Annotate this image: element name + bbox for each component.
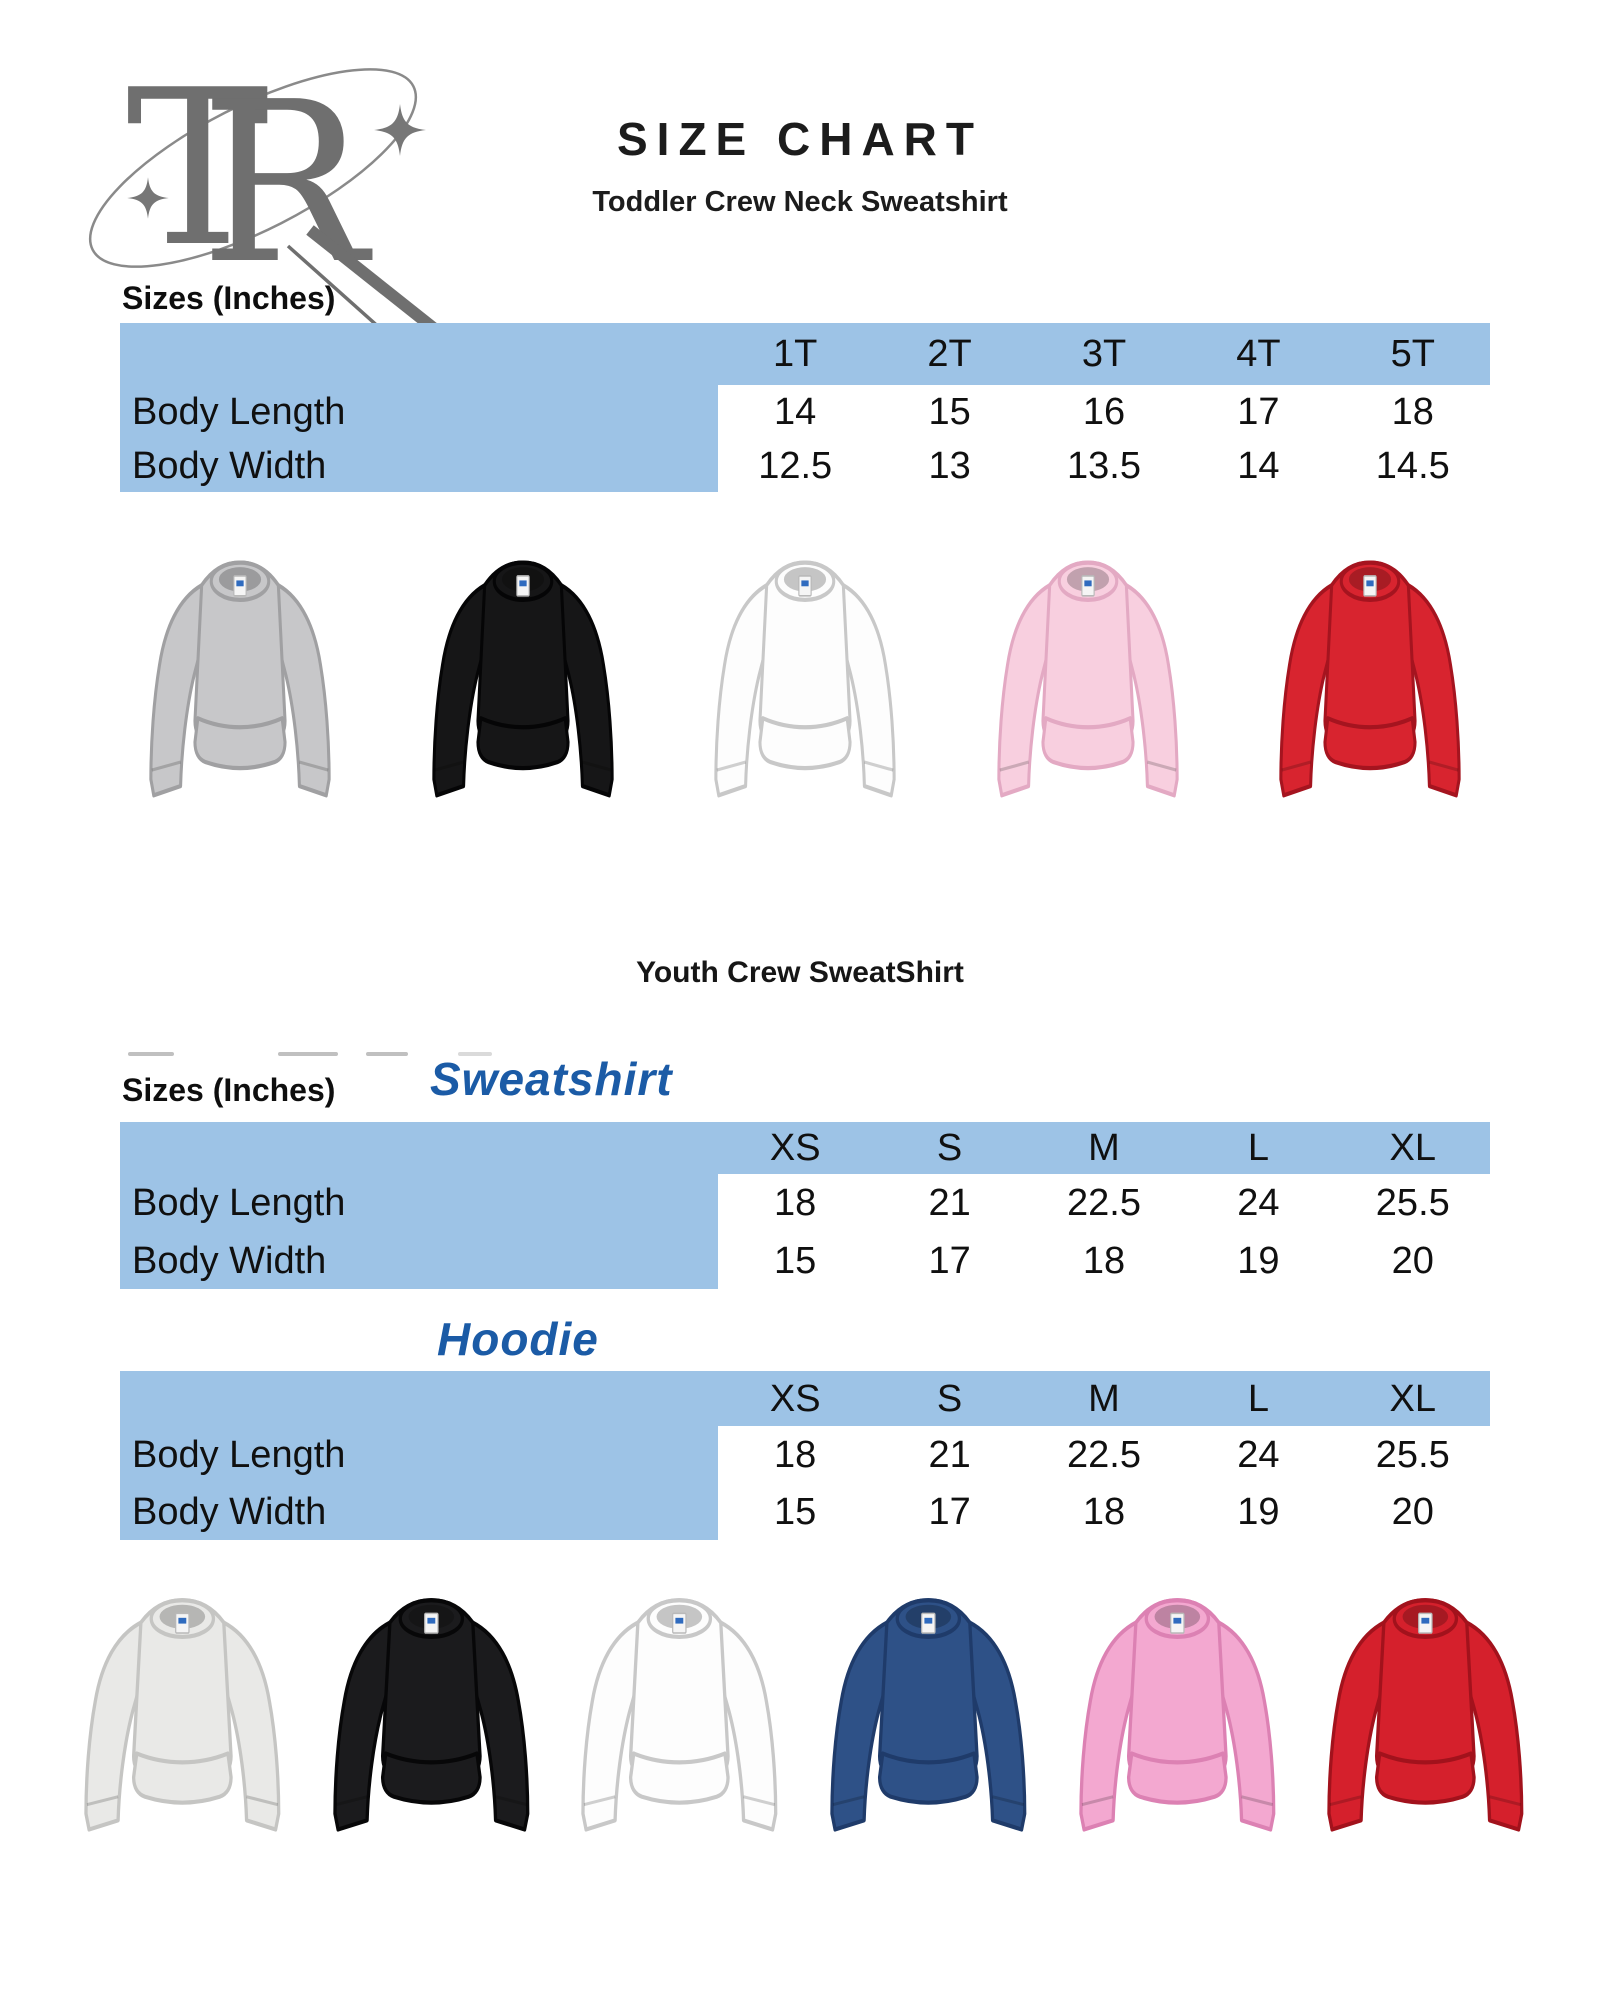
- table-value: 15: [718, 1483, 873, 1540]
- table-value: 20: [1335, 1232, 1490, 1289]
- table-value: 17: [872, 1483, 1027, 1540]
- page-subtitle: Toddler Crew Neck Sweatshirt: [592, 186, 1008, 218]
- sweatshirt-graphic: [555, 1578, 804, 1840]
- sweatshirt-graphic: [125, 540, 355, 806]
- youth-shirt-pink: [1053, 1578, 1302, 1840]
- hoodie-heading: Hoodie: [437, 1313, 599, 1365]
- youth-sizes-label: Sizes (Inches): [122, 1072, 336, 1108]
- column-header: L: [1181, 1122, 1336, 1174]
- tr-monogram-icon: T R: [88, 43, 450, 348]
- table-value: 25.5: [1335, 1174, 1490, 1232]
- youth-sweatshirt-size-table: XS S M L XL Body Length 18 21 22.5 24 25…: [120, 1122, 1490, 1289]
- youth-shirt-red: [1301, 1578, 1550, 1840]
- row-label: Body Length: [120, 385, 718, 439]
- table-value: 22.5: [1026, 1426, 1182, 1483]
- row-label: Body Length: [120, 1426, 718, 1483]
- sweatshirt-graphic: [804, 1578, 1053, 1840]
- brand-logo: T R: [48, 8, 450, 358]
- table-value: 18: [1026, 1232, 1182, 1289]
- table-corner-cell: [120, 323, 718, 385]
- table-value: 17: [1181, 385, 1336, 439]
- table-value: 21: [872, 1426, 1027, 1483]
- column-header: XL: [1335, 1122, 1490, 1174]
- column-header: 3T: [1026, 323, 1182, 385]
- table-value: 13: [872, 439, 1027, 492]
- table-value: 18: [1026, 1483, 1182, 1540]
- youth-shirt-black: [307, 1578, 556, 1840]
- table-value: 25.5: [1335, 1426, 1490, 1483]
- table-value: 18: [1335, 385, 1490, 439]
- table-value: 19: [1181, 1483, 1336, 1540]
- column-header: 4T: [1181, 323, 1336, 385]
- page-title: SIZE CHART: [617, 113, 983, 165]
- column-header: XS: [718, 1371, 873, 1426]
- toddler-shirt-black: [408, 540, 638, 806]
- toddler-size-table: 1T 2T 3T 4T 5T Body Length 14 15 16 17 1…: [120, 323, 1490, 492]
- row-label: Body Width: [120, 1483, 718, 1540]
- sweatshirt-graphic: [1053, 1578, 1302, 1840]
- toddler-sweatshirt-color-row: [125, 540, 1485, 806]
- row-label: Body Length: [120, 1174, 718, 1232]
- table-value: 14.5: [1335, 439, 1490, 492]
- table-value: 18: [718, 1174, 873, 1232]
- column-header: M: [1026, 1371, 1182, 1426]
- youth-shirt-ash: [58, 1578, 307, 1840]
- column-header: 1T: [718, 323, 873, 385]
- sweatshirt-heading: Sweatshirt: [430, 1053, 673, 1105]
- logo-letter-r: R: [200, 55, 373, 313]
- sweatshirt-graphic: [690, 540, 920, 806]
- table-value: 24: [1181, 1174, 1336, 1232]
- column-header: 2T: [872, 323, 1027, 385]
- table-value: 22.5: [1026, 1174, 1182, 1232]
- table-value: 13.5: [1026, 439, 1182, 492]
- column-header: XS: [718, 1122, 873, 1174]
- sweatshirt-graphic: [58, 1578, 307, 1840]
- table-value: 15: [718, 1232, 873, 1289]
- cropped-text-fragments: [128, 1050, 548, 1058]
- youth-shirt-navy: [804, 1578, 1053, 1840]
- table-corner-cell: [120, 1122, 718, 1174]
- table-value: 14: [718, 385, 873, 439]
- table-value: 19: [1181, 1232, 1336, 1289]
- toddler-shirt-heather-gray: [125, 540, 355, 806]
- youth-sweatshirt-color-row: [58, 1578, 1550, 1840]
- table-value: 24: [1181, 1426, 1336, 1483]
- row-label: Body Width: [120, 439, 718, 492]
- column-header: S: [872, 1371, 1027, 1426]
- row-label: Body Width: [120, 1232, 718, 1289]
- table-value: 12.5: [718, 439, 873, 492]
- toddler-shirt-red: [1255, 540, 1485, 806]
- toddler-shirt-pink: [973, 540, 1203, 806]
- column-header: L: [1181, 1371, 1336, 1426]
- logo-letter-t: T: [126, 43, 269, 294]
- column-header: 5T: [1335, 323, 1490, 385]
- table-value: 17: [872, 1232, 1027, 1289]
- table-corner-cell: [120, 1371, 718, 1426]
- sparkle-star-icon: [127, 177, 169, 219]
- table-value: 15: [872, 385, 1027, 439]
- sweatshirt-graphic: [973, 540, 1203, 806]
- table-value: 21: [872, 1174, 1027, 1232]
- toddler-sizes-label: Sizes (Inches): [122, 280, 336, 316]
- sweatshirt-graphic: [408, 540, 638, 806]
- sweatshirt-graphic: [1301, 1578, 1550, 1840]
- table-value: 14: [1181, 439, 1336, 492]
- table-value: 20: [1335, 1483, 1490, 1540]
- youth-hoodie-size-table: XS S M L XL Body Length 18 21 22.5 24 25…: [120, 1371, 1490, 1540]
- table-value: 18: [718, 1426, 873, 1483]
- column-header: M: [1026, 1122, 1182, 1174]
- column-header: XL: [1335, 1371, 1490, 1426]
- toddler-shirt-white: [690, 540, 920, 806]
- sweatshirt-graphic: [307, 1578, 556, 1840]
- youth-section-heading: Youth Crew SweatShirt: [636, 956, 964, 989]
- sparkle-star-icon: [374, 104, 426, 156]
- youth-shirt-white: [555, 1578, 804, 1840]
- table-value: 16: [1026, 385, 1182, 439]
- column-header: S: [872, 1122, 1027, 1174]
- sweatshirt-graphic: [1255, 540, 1485, 806]
